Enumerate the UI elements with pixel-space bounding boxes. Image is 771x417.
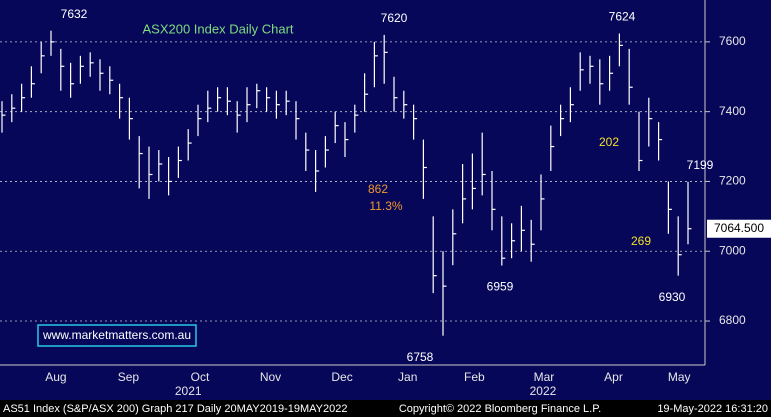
- extreme-label: 7632: [61, 7, 88, 21]
- x-tick-label: Oct: [191, 370, 210, 384]
- x-tick-label: Mar: [534, 370, 555, 384]
- annotation: 11.3%: [369, 199, 402, 213]
- x-year-label: 2022: [530, 384, 557, 398]
- footer-left: AS51 Index (S&P/ASX 200) Graph 217 Daily…: [3, 403, 347, 415]
- last-price-label: 7064.500: [714, 221, 764, 235]
- footer-band: [0, 400, 771, 417]
- y-tick-label: 7000: [719, 243, 746, 257]
- watermark-box: [37, 324, 197, 347]
- x-tick-label: Nov: [260, 370, 281, 384]
- extreme-label: 6959: [487, 280, 514, 294]
- watermark: www.marketmatters.com.au: [42, 328, 191, 342]
- x-tick-label: May: [668, 370, 691, 384]
- x-year-label: 2021: [175, 384, 202, 398]
- annotation: 862: [368, 182, 388, 196]
- extreme-label: 7620: [381, 11, 408, 25]
- extreme-label: 6930: [659, 290, 686, 304]
- y-tick-label: 6800: [719, 313, 746, 327]
- x-tick-label: Apr: [604, 370, 623, 384]
- x-tick-label: Aug: [45, 370, 66, 384]
- footer-right: 19-May-2022 16:31:20: [657, 403, 768, 415]
- x-tick-label: Feb: [464, 370, 485, 384]
- extreme-label: 6758: [407, 350, 434, 364]
- annotation: 269: [631, 234, 651, 248]
- footer-center: Copyright© 2022 Bloomberg Finance L.P.: [399, 403, 601, 415]
- x-tick-label: Dec: [331, 370, 352, 384]
- x-tick-label: Sep: [118, 370, 140, 384]
- chart-title: ASX200 Index Daily Chart: [142, 21, 293, 36]
- extreme-label: 7199: [687, 158, 714, 172]
- extreme-label: 7624: [609, 10, 636, 24]
- last-price-box: [707, 219, 771, 238]
- annotation: 202: [599, 135, 619, 149]
- y-tick-label: 7400: [719, 104, 746, 118]
- y-tick-label: 7600: [719, 34, 746, 48]
- x-tick-label: Jan: [398, 370, 417, 384]
- background: [0, 0, 771, 400]
- y-tick-label: 7200: [719, 174, 746, 188]
